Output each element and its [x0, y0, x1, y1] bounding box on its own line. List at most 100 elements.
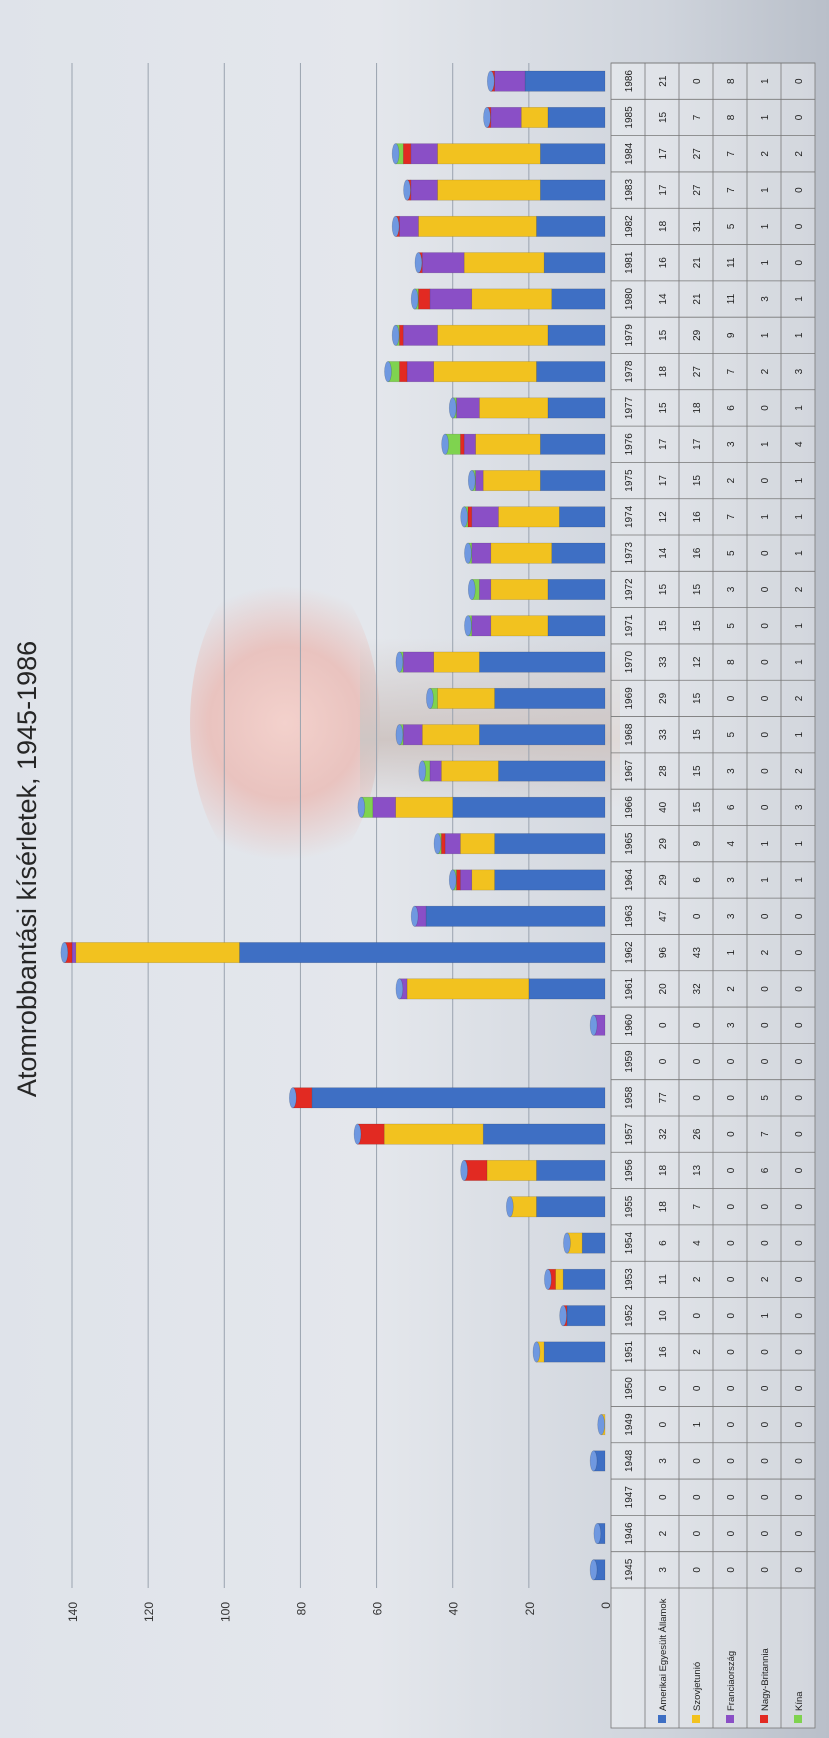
data-label: 5: [726, 223, 737, 229]
data-label: 3: [794, 368, 805, 374]
data-label: 2: [760, 1276, 771, 1282]
legend-swatch: [794, 1715, 802, 1723]
bar-cap: [391, 215, 400, 237]
x-category-label: 1964: [624, 868, 635, 891]
data-label: 0: [794, 1567, 805, 1573]
data-label: 27: [692, 366, 703, 378]
data-label: 4: [794, 441, 805, 447]
data-label: 0: [794, 1022, 805, 1028]
data-label: 1: [760, 114, 771, 120]
bar-cap: [60, 942, 69, 964]
data-label: 11: [726, 257, 737, 268]
x-category-label: 1975: [624, 469, 635, 492]
bar-cap: [395, 651, 404, 673]
bar-cap: [460, 506, 468, 528]
bar-segment: [520, 106, 549, 128]
x-category-label: 1969: [624, 687, 635, 710]
bar-segment: [440, 760, 499, 782]
data-label: 0: [760, 1240, 771, 1246]
data-label: 40: [658, 801, 669, 813]
y-tick-label: 120: [142, 1602, 156, 1622]
data-label: 17: [658, 148, 669, 160]
data-label: 15: [658, 620, 669, 632]
x-category-label: 1945: [624, 1558, 635, 1581]
legend-swatch: [760, 1715, 768, 1723]
y-tick-label: 60: [371, 1602, 385, 1616]
data-label: 0: [794, 913, 805, 919]
data-label: 1: [794, 877, 805, 883]
x-category-label: 1952: [624, 1304, 635, 1327]
bar-segment: [490, 106, 522, 128]
data-label: 0: [794, 1240, 805, 1246]
bar-segment: [444, 833, 461, 855]
x-category-label: 1955: [624, 1195, 635, 1218]
x-category-label: 1949: [624, 1413, 635, 1436]
data-label: 7: [726, 514, 737, 520]
bar-segment: [566, 1305, 606, 1327]
bar-segment: [456, 869, 461, 891]
data-label: 4: [692, 1240, 703, 1246]
data-label: 1: [760, 332, 771, 338]
data-label: 33: [658, 729, 669, 741]
data-label: 0: [794, 187, 805, 193]
data-label: 12: [658, 511, 669, 523]
data-label: 0: [794, 1458, 805, 1464]
x-category-label: 1976: [624, 433, 635, 456]
x-category-label: 1979: [624, 324, 635, 347]
data-label: 33: [658, 656, 669, 668]
bar-segment: [494, 869, 606, 891]
bar-segment: [471, 542, 492, 564]
bar-segment: [490, 615, 549, 637]
bar-segment: [479, 397, 549, 419]
bar-segment: [402, 324, 438, 346]
data-label: 6: [692, 877, 703, 883]
bar-segment: [539, 179, 606, 201]
bar-segment: [536, 1196, 606, 1218]
data-label: 2: [692, 1276, 703, 1282]
data-label: 1: [692, 1421, 703, 1427]
data-label: 0: [726, 1421, 737, 1427]
data-label: 27: [692, 148, 703, 160]
bar-segment: [429, 288, 473, 310]
data-label: 9: [692, 840, 703, 846]
data-label: 15: [658, 111, 669, 123]
data-label: 15: [692, 692, 703, 704]
bar-cap: [483, 106, 491, 128]
data-label: 0: [726, 695, 737, 701]
data-label: 2: [794, 586, 805, 592]
data-label: 0: [692, 1530, 703, 1536]
bar-segment: [471, 288, 552, 310]
data-label: 15: [658, 583, 669, 595]
data-label: 0: [794, 78, 805, 84]
data-label: 9: [726, 332, 737, 338]
data-label: 43: [692, 947, 703, 959]
bar-segment: [490, 542, 552, 564]
bar-segment: [471, 506, 499, 528]
x-category-label: 1958: [624, 1086, 635, 1109]
bar-segment: [498, 506, 560, 528]
data-label: 0: [726, 1494, 737, 1500]
data-label: 5: [726, 732, 737, 738]
bar-segment: [460, 433, 465, 455]
bar-segment: [482, 470, 541, 492]
data-label: 15: [692, 583, 703, 595]
bar-cap: [486, 70, 495, 92]
data-label: 0: [726, 1240, 737, 1246]
bar-segment: [536, 215, 606, 237]
data-label: 6: [760, 1167, 771, 1173]
bar-segment: [559, 506, 606, 528]
bar-cap: [563, 1232, 571, 1254]
data-label: 15: [692, 801, 703, 813]
bar-cap: [506, 1196, 514, 1218]
data-label: 2: [760, 151, 771, 157]
bar-segment: [406, 361, 434, 383]
bar-segment: [410, 143, 438, 165]
data-label: 0: [658, 1022, 669, 1028]
data-label: 4: [726, 840, 737, 846]
data-label: 21: [692, 257, 703, 269]
data-label: 0: [760, 405, 771, 411]
data-label: 0: [794, 1058, 805, 1064]
data-label: 2: [760, 949, 771, 955]
data-label: 10: [658, 1310, 669, 1322]
bar-segment: [581, 1232, 606, 1254]
